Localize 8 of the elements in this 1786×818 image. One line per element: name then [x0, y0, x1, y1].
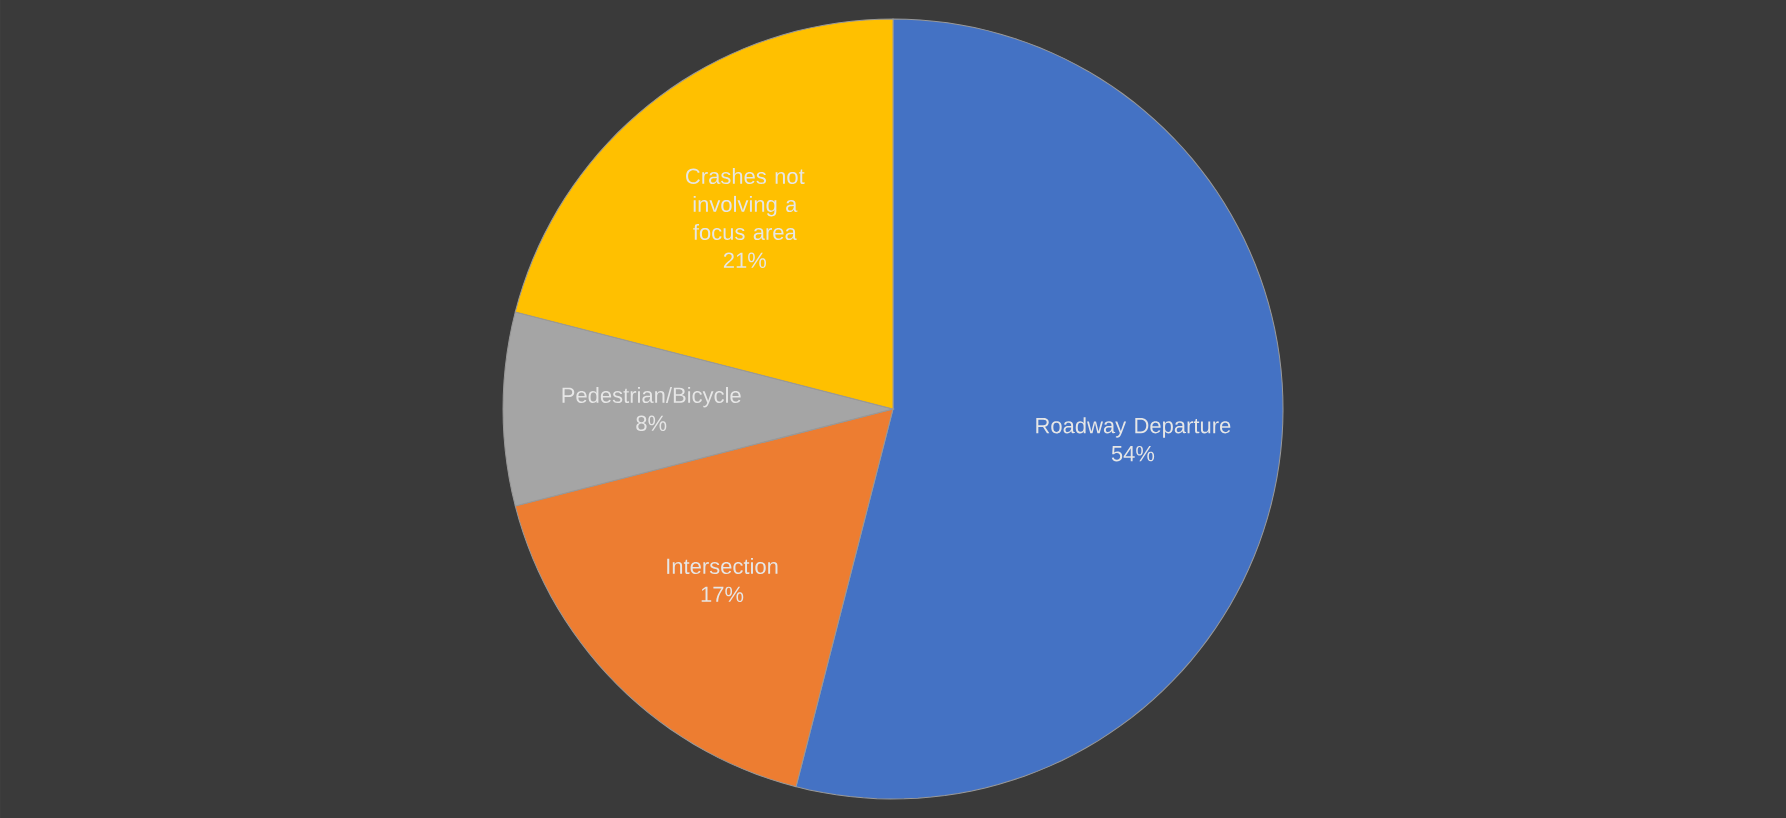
slice-label: Crashes not involving a focus area — [686, 167, 805, 241]
data-label: 54% — [1111, 445, 1155, 462]
data-label: 8% — [636, 415, 667, 432]
slice-label: Pedestrian/Bicycle — [562, 386, 741, 408]
data-label: 17% — [701, 586, 744, 602]
data-label: 21% — [723, 252, 767, 268]
slice-label: Intersection — [667, 557, 778, 575]
slice-label: Roadway Departure — [1036, 417, 1231, 438]
